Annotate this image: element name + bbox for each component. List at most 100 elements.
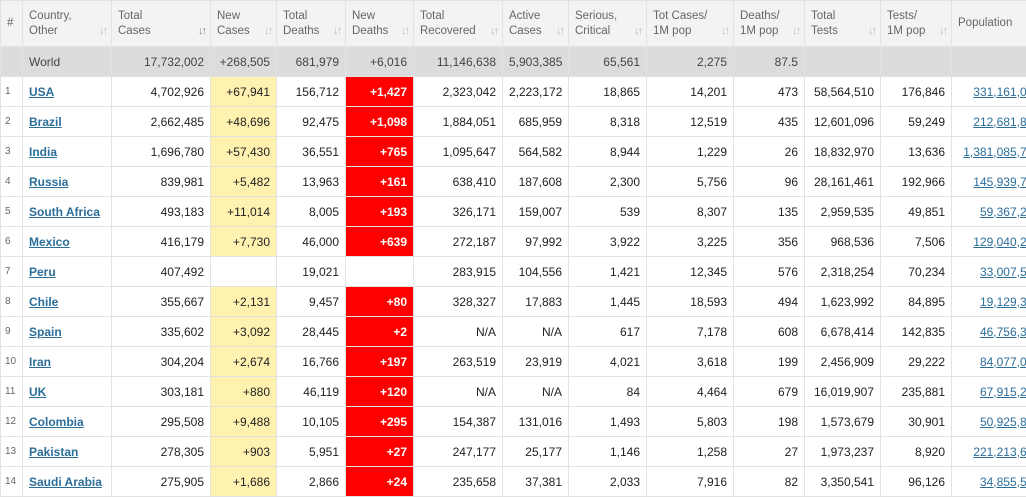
cell-rank: 2 [1,107,23,137]
country-link[interactable]: Mexico [29,235,70,249]
cell-total-tests: 12,601,096 [805,107,881,137]
cell-active-cases: 159,007 [503,197,569,227]
cell-total-cases: 355,667 [112,287,211,317]
cell-active-cases: 23,919 [503,347,569,377]
cell-population: 67,915,222 [952,377,1026,407]
population-link[interactable]: 212,681,838 [973,115,1026,129]
column-header-deaths-per-1m[interactable]: Deaths/1M pop↓↑ [734,1,805,47]
population-link[interactable]: 331,161,077 [973,85,1026,99]
column-header-population[interactable]: Population↓↑ [952,1,1026,47]
cell-tests-per-1m: 96,126 [881,467,952,497]
cell-active-cases: 187,608 [503,167,569,197]
cell-total-deaths: 13,963 [277,167,346,197]
cell-total-recovered: 11,146,638 [414,47,503,77]
cell-serious-critical: 1,445 [569,287,647,317]
country-link[interactable]: India [29,145,57,159]
cell-rank: 10 [1,347,23,377]
sort-arrows-icon[interactable]: ↓↑ [939,24,946,39]
country-link[interactable]: Brazil [29,115,62,129]
population-link[interactable]: 34,855,542 [980,475,1026,489]
sort-arrows-icon[interactable]: ↓↑ [401,24,408,39]
cell-total-tests: 2,318,254 [805,257,881,287]
cell-active-cases: N/A [503,377,569,407]
population-link[interactable]: 50,925,896 [980,415,1026,429]
cell-total-tests: 16,019,907 [805,377,881,407]
cell-new-deaths: +197 [346,347,414,377]
population-link[interactable]: 33,007,532 [980,265,1026,279]
sort-arrows-icon[interactable]: ↓↑ [333,24,340,39]
population-link[interactable]: 129,040,268 [973,235,1026,249]
country-link[interactable]: Russia [29,175,68,189]
country-link[interactable]: Colombia [29,415,84,429]
cell-population: 34,855,542 [952,467,1026,497]
sort-arrows-icon[interactable]: ↓↑ [99,24,106,39]
cell-total-tests: 1,573,679 [805,407,881,437]
cell-tests-per-1m: 7,506 [881,227,952,257]
cell-new-deaths: +6,016 [346,47,414,77]
cell-tests-per-1m: 29,222 [881,347,952,377]
sort-arrows-icon[interactable]: ↓↑ [634,24,641,39]
column-header-cases-per-1m[interactable]: Tot Cases/1M pop↓↑ [647,1,734,47]
cell-active-cases: N/A [503,317,569,347]
cell-tests-per-1m: 70,234 [881,257,952,287]
country-link[interactable]: Spain [29,325,62,339]
cell-total-deaths: 28,445 [277,317,346,347]
column-header-label: Serious, [575,9,640,24]
cell-rank: 9 [1,317,23,347]
sort-arrows-icon[interactable]: ↓↑ [556,24,563,39]
column-header-label: Other [29,24,105,39]
cell-serious-critical: 8,318 [569,107,647,137]
cell-active-cases: 2,223,172 [503,77,569,107]
population-link[interactable]: 19,129,379 [980,295,1026,309]
population-link[interactable]: 59,367,266 [980,205,1026,219]
country-link[interactable]: UK [29,385,46,399]
cell-cases-per-1m: 1,258 [647,437,734,467]
country-link[interactable]: Iran [29,355,51,369]
cell-total-tests: 1,623,992 [805,287,881,317]
population-link[interactable]: 67,915,222 [980,385,1026,399]
sort-arrows-icon[interactable]: ↓↑ [721,24,728,39]
cell-new-deaths: +27 [346,437,414,467]
cell-deaths-per-1m: 96 [734,167,805,197]
sort-arrows-icon[interactable]: ↓↑ [198,24,205,39]
column-header-serious-critical[interactable]: Serious,Critical↓↑ [569,1,647,47]
country-link[interactable]: Peru [29,265,56,279]
cell-tests-per-1m [881,47,952,77]
population-link[interactable]: 84,077,062 [980,355,1026,369]
sort-arrows-icon[interactable]: ↓↑ [868,24,875,39]
sort-arrows-icon[interactable]: ↓↑ [264,24,271,39]
population-link[interactable]: 145,939,731 [973,175,1026,189]
cell-total-recovered: 247,177 [414,437,503,467]
country-link[interactable]: South Africa [29,205,100,219]
cell-total-deaths: 156,712 [277,77,346,107]
column-header-country[interactable]: Country,Other↓↑ [23,1,112,47]
country-link[interactable]: Chile [29,295,58,309]
country-link[interactable]: Pakistan [29,445,78,459]
column-header-tests-per-1m[interactable]: Tests/1M pop↓↑ [881,1,952,47]
column-header-label: Country, [29,9,105,24]
cell-deaths-per-1m: 199 [734,347,805,377]
column-header-label: Recovered [420,24,496,39]
country-link[interactable]: USA [29,85,54,99]
population-link[interactable]: 221,213,683 [973,445,1026,459]
cell-serious-critical: 18,865 [569,77,647,107]
sort-arrows-icon[interactable]: ↓↑ [792,24,799,39]
sort-arrows-icon[interactable]: ↓↑ [490,24,497,39]
country-link[interactable]: Saudi Arabia [29,475,102,489]
population-link[interactable]: 1,381,085,714 [963,145,1026,159]
population-link[interactable]: 46,756,303 [980,325,1026,339]
cell-rank: 3 [1,137,23,167]
cell-tests-per-1m: 235,881 [881,377,952,407]
cell-new-cases [211,257,277,287]
